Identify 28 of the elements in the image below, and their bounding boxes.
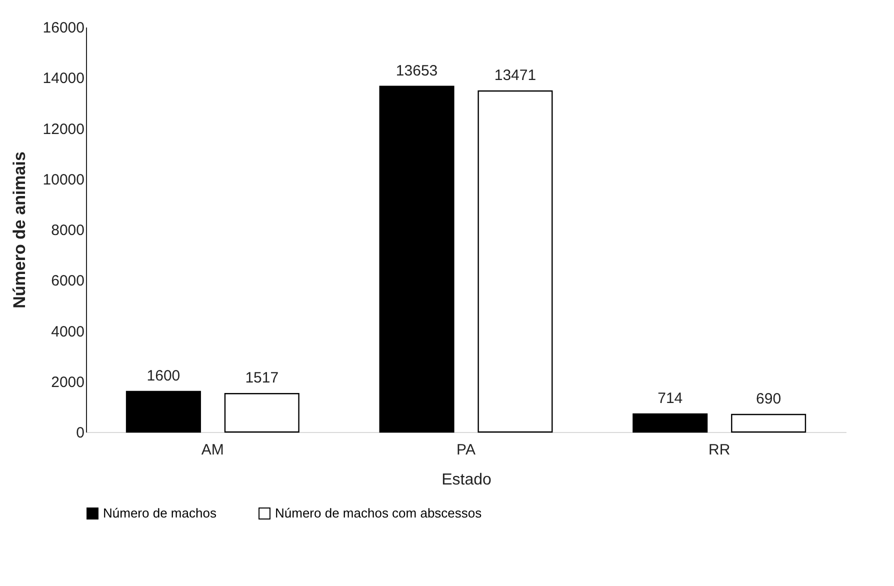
bar xyxy=(126,390,201,433)
data-label: 1600 xyxy=(146,368,180,384)
data-label: 714 xyxy=(658,390,683,407)
data-label: 690 xyxy=(756,390,782,408)
y-tick-label: 0 xyxy=(76,424,84,442)
bar xyxy=(731,414,806,433)
y-tick-label: 2000 xyxy=(51,374,84,391)
bar xyxy=(632,413,708,433)
y-tick-label: 6000 xyxy=(51,272,84,290)
y-tick-label: 16000 xyxy=(42,20,84,36)
legend-label: Número de machos com abscessos xyxy=(275,506,482,521)
y-axis-title: Número de animais xyxy=(10,152,29,308)
y-tick-label: 14000 xyxy=(42,70,84,88)
bar xyxy=(379,86,454,433)
x-tick-label: RR xyxy=(708,442,730,458)
y-tick-label: 12000 xyxy=(42,120,84,138)
bar xyxy=(478,90,553,433)
y-tick-label: 10000 xyxy=(42,171,84,188)
y-tick-label: 8000 xyxy=(51,222,84,239)
y-tick-label: 4000 xyxy=(51,323,84,340)
data-label: 1517 xyxy=(245,370,279,387)
bar xyxy=(224,393,300,433)
x-axis-title: Estado xyxy=(442,472,492,488)
x-tick-label: AM xyxy=(201,442,224,458)
data-label: 13471 xyxy=(494,67,536,84)
x-tick-label: PA xyxy=(456,442,476,458)
data-label: 13653 xyxy=(396,62,438,80)
legend-label: Número de machos xyxy=(103,506,217,521)
